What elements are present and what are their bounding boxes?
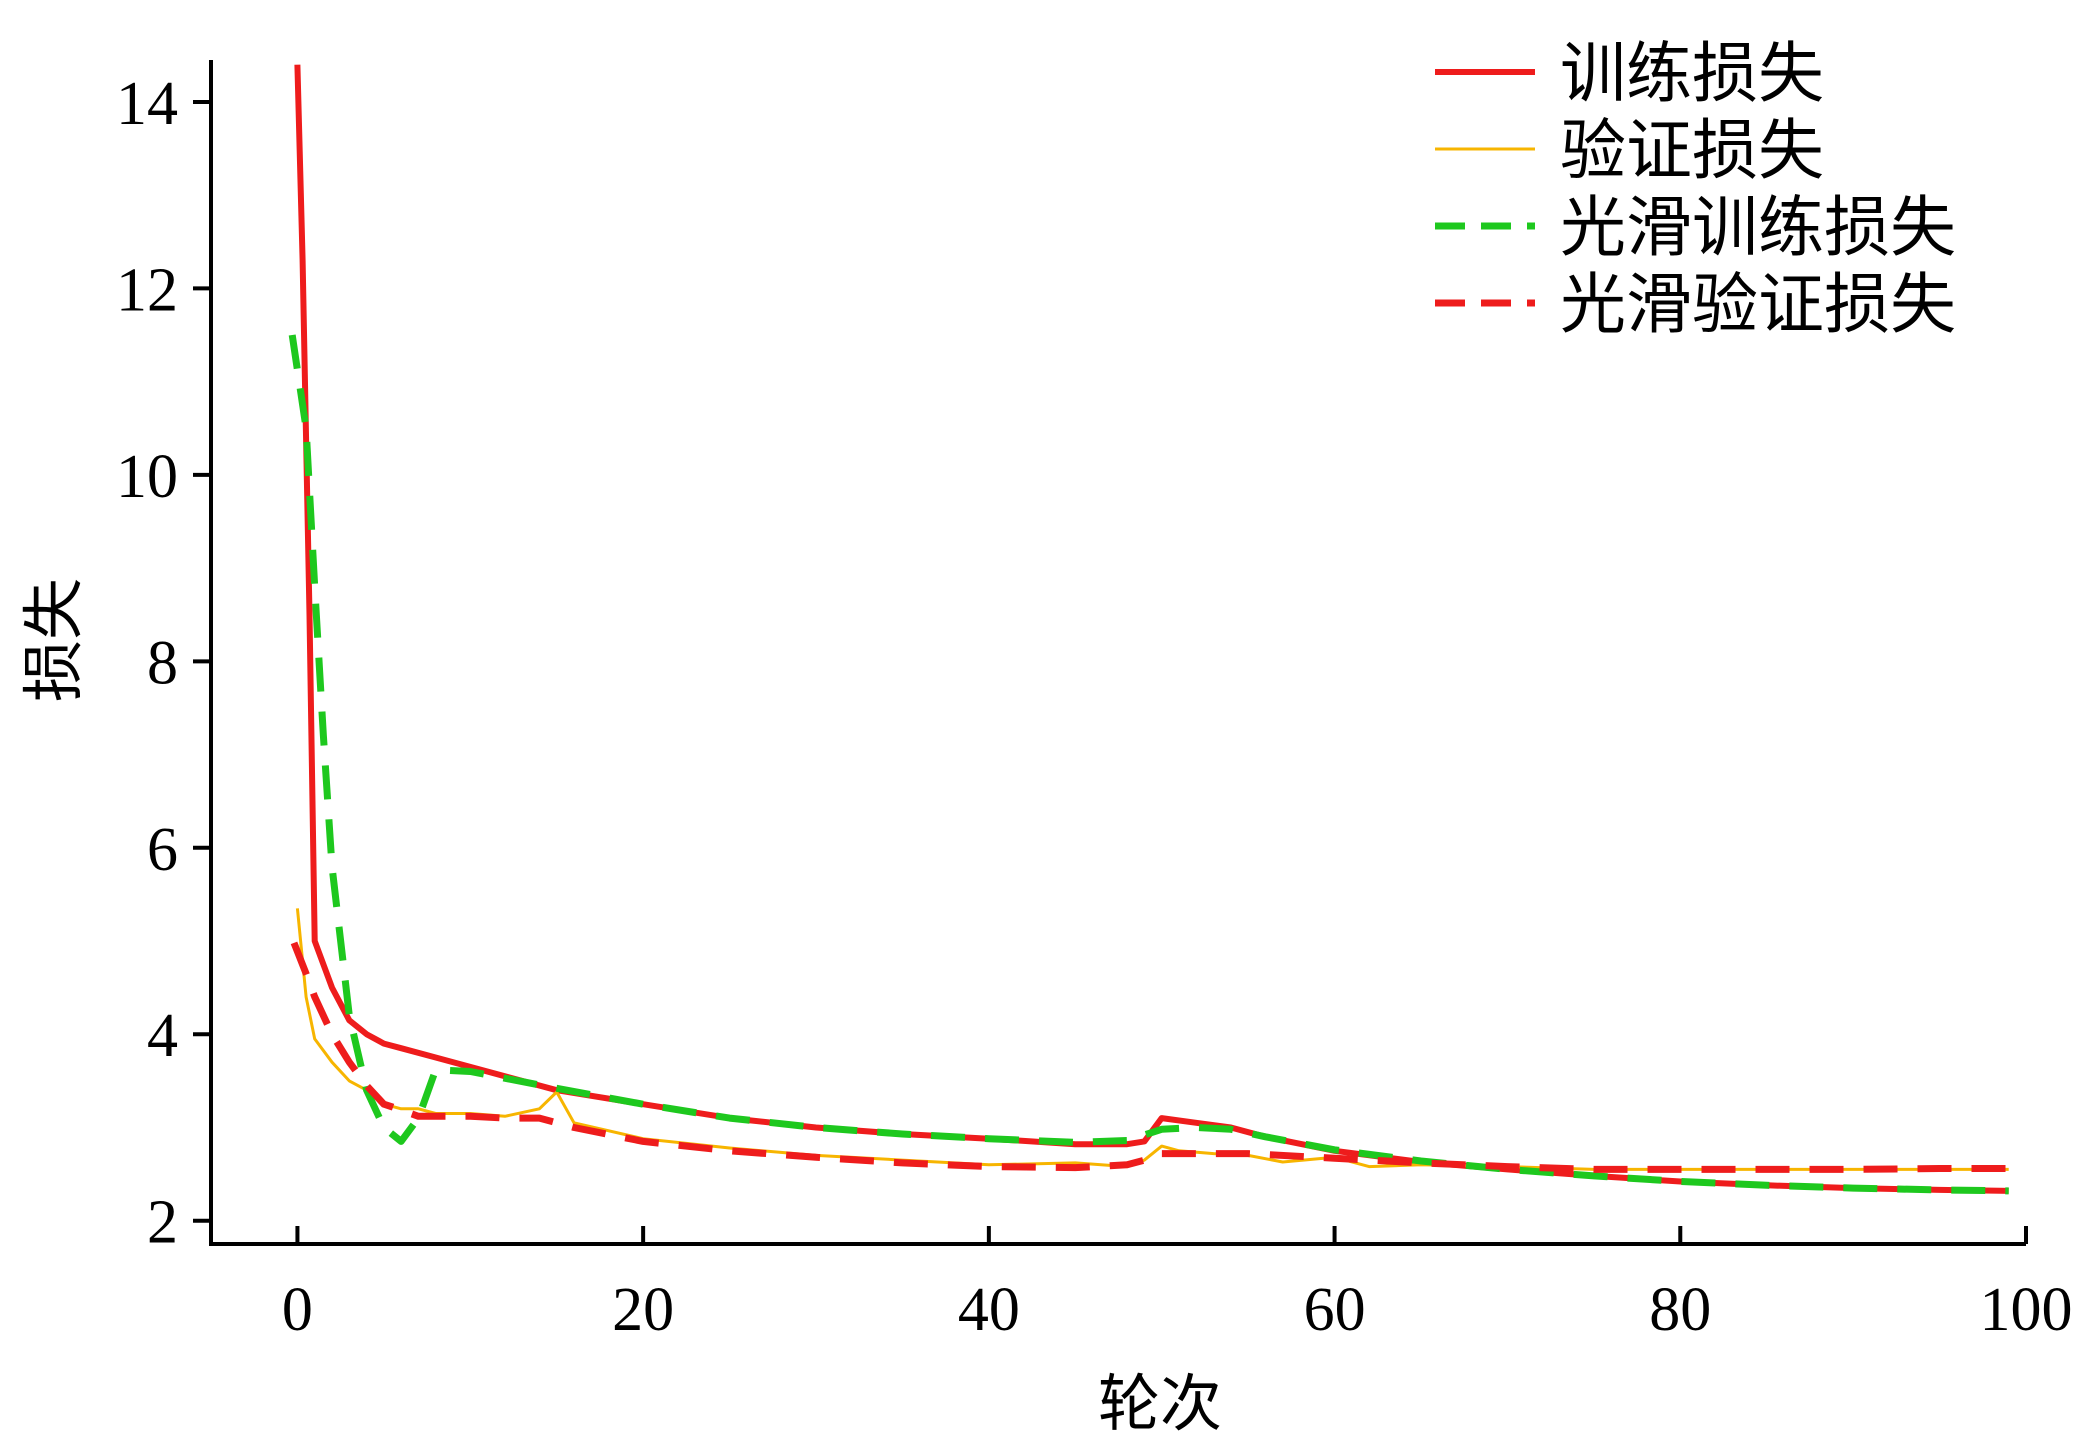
y-tick-label: 14 [116,70,178,138]
x-tick-label: 100 [1980,1276,2073,1344]
axes [209,60,2026,1246]
legend-label-3: 光滑训练损失 [1560,189,1956,266]
x-tick-label: 40 [958,1276,1020,1344]
x-tick-label: 0 [282,1276,313,1344]
y-tick-label: 6 [147,816,178,884]
y-tick-label: 12 [116,256,178,324]
legend-label-1: 训练损失 [1560,35,1824,112]
series-line-3 [288,334,2009,1195]
y-tick-label: 10 [116,443,178,511]
legend-label-2: 验证损失 [1560,112,1824,189]
x-tick-label: 60 [1304,1276,1366,1344]
plot-lines [288,64,2009,1195]
y-tick-label: 4 [147,1002,178,1070]
y-tick-label: 2 [147,1189,178,1257]
y-axis-title: 损失 [17,578,90,702]
legend-label-4: 光滑验证损失 [1560,266,1956,343]
x-tick-label: 20 [612,1276,674,1344]
x-axis-title: 轮次 [1098,1367,1222,1440]
ticks: 0 20 40 60 80 100 2 4 6 8 10 12 14 [116,70,2073,1344]
series-line-4 [290,941,2009,1173]
x-tick-label: 80 [1649,1276,1711,1344]
y-tick-label: 8 [147,629,178,697]
